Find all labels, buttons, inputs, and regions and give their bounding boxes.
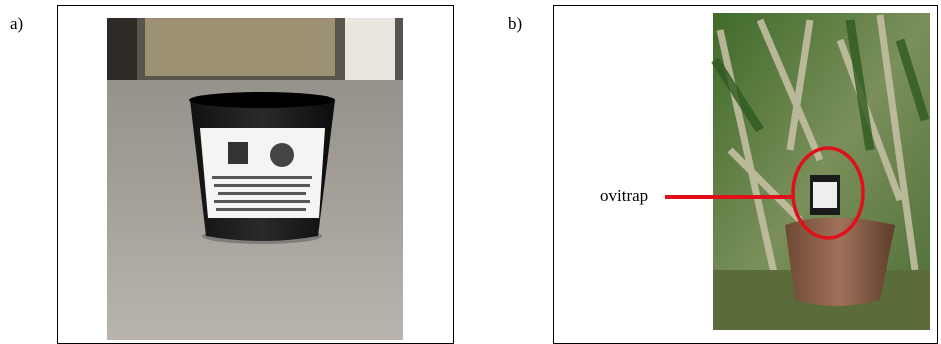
annotation: ovitrap xyxy=(600,186,648,205)
figure: a) b) xyxy=(0,0,941,344)
photo-ovitrap-cup xyxy=(107,18,403,340)
panel-label: a) xyxy=(10,14,23,33)
panel-label: b) xyxy=(508,14,522,33)
photo-ovitrap-field xyxy=(713,13,930,330)
